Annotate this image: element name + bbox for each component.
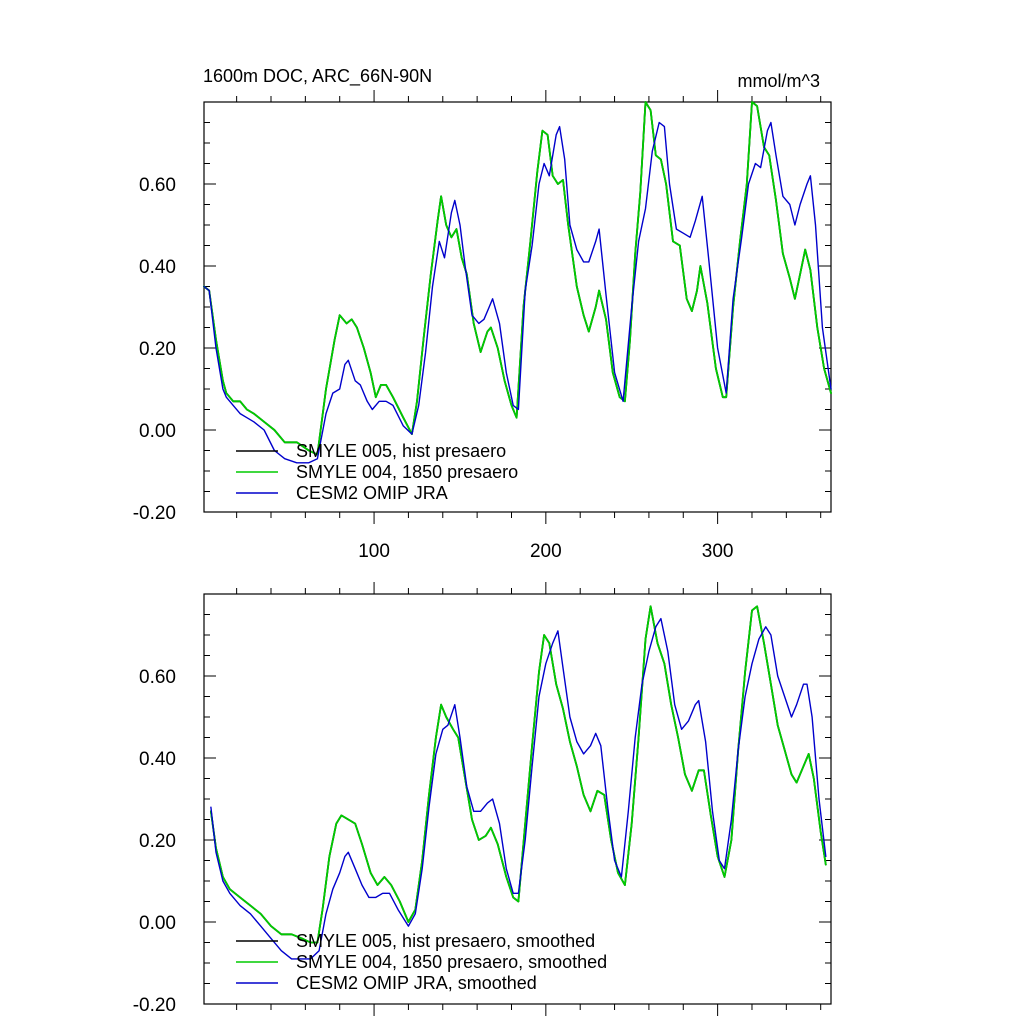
y-tick-label: 0.60 <box>139 175 176 196</box>
y-tick-label: 0.00 <box>139 913 176 934</box>
y-tick-label: 0.20 <box>139 339 176 360</box>
units-label: mmol/m^3 <box>738 71 820 91</box>
panel-bottom: -0.20 0.00 0.20 0.40 0.60 SMYLE 005, hist pre… <box>133 582 832 1016</box>
y-tick-label: -0.20 <box>133 995 176 1016</box>
x-tick-label: 200 <box>530 541 562 562</box>
y-tick-label: 0.00 <box>139 421 176 442</box>
legend-label: CESM2 OMIP JRA, smoothed <box>296 973 537 993</box>
panel-top: 1600m DOC, ARC_66N-90N mmol/m^3 -0.20 0.0… <box>133 66 832 562</box>
y-tick-label: 0.60 <box>139 667 176 688</box>
series-line <box>203 121 832 464</box>
series-line <box>203 101 832 456</box>
x-tick-label: 300 <box>702 541 734 562</box>
legend-label: SMYLE 004, 1850 presaero, smoothed <box>296 952 607 972</box>
legend-label: SMYLE 005, hist presaero, smoothed <box>296 931 595 951</box>
x-tick-label: 100 <box>358 541 390 562</box>
y-tick-label: 0.40 <box>139 257 176 278</box>
y-tick-label: 0.40 <box>139 749 176 770</box>
y-tick-label: 0.20 <box>139 831 176 852</box>
series-line <box>210 605 827 944</box>
legend-label: SMYLE 005, hist presaero <box>296 441 506 461</box>
legend-label: CESM2 OMIP JRA <box>296 483 448 503</box>
legend-label: SMYLE 004, 1850 presaero <box>296 462 518 482</box>
chart-title: 1600m DOC, ARC_66N-90N <box>203 66 432 87</box>
y-tick-label: -0.20 <box>133 503 176 524</box>
series-line <box>210 617 827 960</box>
